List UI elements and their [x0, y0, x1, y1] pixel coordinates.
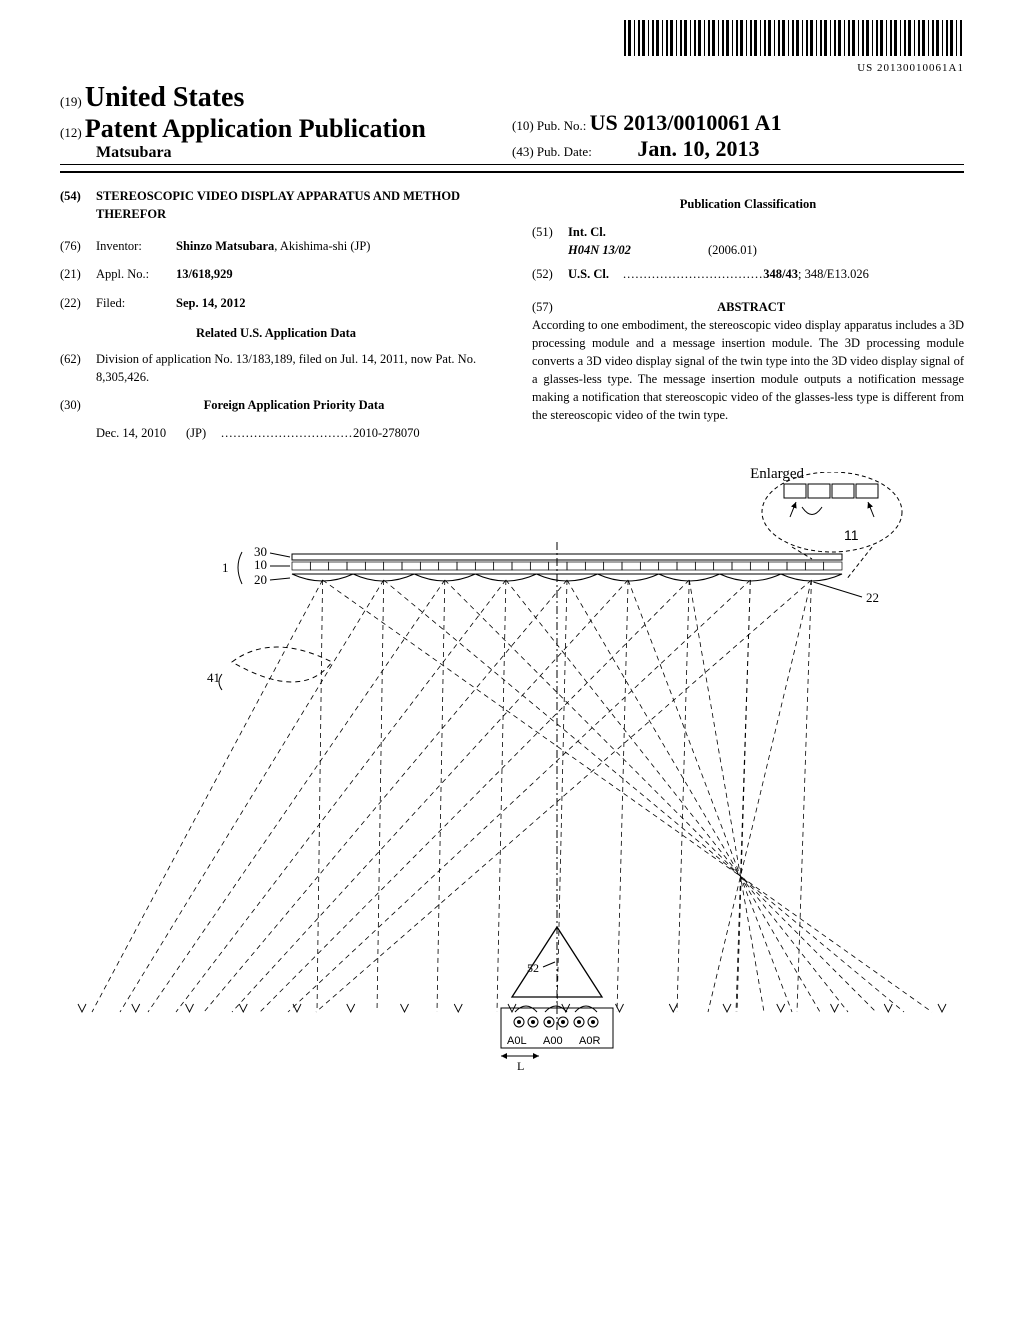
code-52: (52): [532, 265, 568, 283]
intcl-code: H04N 13/02: [568, 241, 708, 259]
header-left: (19) United States (12) Patent Applicati…: [60, 82, 512, 162]
svg-text:A0L: A0L: [507, 1035, 527, 1047]
priority-number: 2010-278070: [353, 424, 420, 442]
appl-no: 13/618,929: [176, 265, 233, 283]
figure-svg: 113010201224152A0LA00A0RL: [62, 472, 962, 1072]
appl-no-label: Appl. No.:: [96, 265, 176, 283]
svg-text:L: L: [517, 1059, 524, 1072]
related-app-heading: Related U.S. Application Data: [60, 324, 492, 342]
figure-region: Enlarged 113010201224152A0LA00A0RL: [60, 472, 964, 1076]
pub-no-label: Pub. No.:: [537, 118, 586, 133]
rule-thick: [60, 171, 964, 173]
uscl-label: U.S. Cl.: [568, 265, 623, 283]
svg-text:22: 22: [866, 590, 879, 605]
intcl-spacer: [532, 241, 568, 259]
svg-text:52: 52: [527, 961, 539, 975]
code-22: (22): [60, 294, 96, 312]
code-43: (43): [512, 144, 534, 159]
inventor-name: Shinzo Matsubara: [176, 239, 274, 253]
code-76: (76): [60, 237, 96, 255]
inventor-surname: Matsubara: [60, 144, 512, 162]
svg-text:A0R: A0R: [579, 1035, 600, 1047]
code-19: (19): [60, 94, 82, 109]
rule-thin-top: [60, 164, 964, 165]
code-51: (51): [532, 223, 568, 241]
country: United States: [85, 82, 244, 113]
abstract-text: According to one embodiment, the stereos…: [532, 316, 964, 425]
code-21: (21): [60, 265, 96, 283]
foreign-priority-heading: Foreign Application Priority Data: [96, 396, 492, 414]
inventor-label: Inventor:: [96, 237, 176, 255]
header-right: (10) Pub. No.: US 2013/0010061 A1 (43) P…: [512, 110, 964, 162]
left-column: (54) STEREOSCOPIC VIDEO DISPLAY APPARATU…: [60, 187, 492, 452]
barcode-text: US 20130010061A1: [60, 62, 964, 74]
svg-text:20: 20: [254, 572, 267, 587]
svg-text:A00: A00: [543, 1035, 563, 1047]
uscl-primary: 348/43: [763, 265, 798, 283]
pub-date-label: Pub. Date:: [537, 144, 592, 159]
right-column: Publication Classification (51) Int. Cl.…: [532, 187, 964, 452]
svg-text:41: 41: [207, 670, 220, 685]
abstract-heading: ABSTRACT: [571, 298, 931, 316]
pub-classification-heading: Publication Classification: [532, 195, 964, 213]
publication-type: Patent Application Publication: [85, 114, 426, 143]
inventor-location: , Akishima-shi (JP): [274, 239, 370, 253]
division-text: Division of application No. 13/183,189, …: [96, 350, 492, 386]
code-10: (10): [512, 118, 534, 133]
priority-date: Dec. 14, 2010: [96, 424, 186, 442]
code-54: (54): [60, 187, 96, 223]
invention-title: STEREOSCOPIC VIDEO DISPLAY APPARATUS AND…: [96, 187, 492, 223]
barcode-graphic: [624, 20, 964, 56]
barcode-region: US 20130010061A1: [60, 20, 964, 74]
bibliographic-columns: (54) STEREOSCOPIC VIDEO DISPLAY APPARATU…: [60, 187, 964, 452]
code-62: (62): [60, 350, 96, 386]
filed-label: Filed:: [96, 294, 176, 312]
uscl-dots: ..................................: [623, 265, 763, 283]
uscl-secondary: ; 348/E13.026: [798, 265, 869, 283]
header: (19) United States (12) Patent Applicati…: [60, 82, 964, 162]
code-57: (57): [532, 298, 568, 316]
svg-text:10: 10: [254, 557, 267, 572]
priority-country: (JP): [186, 424, 221, 442]
intcl-year: (2006.01): [708, 241, 757, 259]
code-30: (30): [60, 396, 96, 414]
priority-dots: ................................: [221, 424, 353, 442]
svg-text:1: 1: [222, 560, 229, 575]
pub-no: US 2013/0010061 A1: [590, 110, 782, 135]
code-12: (12): [60, 125, 82, 140]
filed-date: Sep. 14, 2012: [176, 294, 245, 312]
pub-date: Jan. 10, 2013: [637, 136, 759, 161]
intcl-label: Int. Cl.: [568, 223, 606, 241]
svg-text:11: 11: [844, 527, 859, 543]
enlarged-label: Enlarged: [750, 466, 804, 483]
